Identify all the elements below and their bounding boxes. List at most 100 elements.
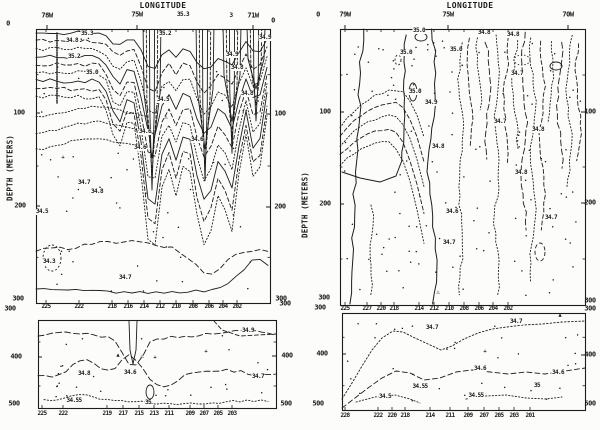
contour-label: 34.8 — [514, 169, 528, 176]
station-number: 216 — [123, 303, 133, 310]
station-number: 222 — [74, 303, 84, 310]
contour-label: 34.8 — [240, 90, 254, 97]
depth-tick-label: 100 — [584, 107, 596, 116]
depth-tick-label: 300 — [279, 299, 291, 308]
depth-tick-label: 300 — [584, 304, 596, 313]
contour-label: 34.7 — [425, 324, 439, 331]
station-number: 209 — [185, 410, 195, 417]
station-number: 205 — [494, 412, 504, 419]
depth-tick-label: 400 — [281, 351, 293, 360]
station-number: 211 — [445, 412, 455, 419]
right-section-lower-border — [341, 312, 587, 412]
station-number: 204 — [488, 305, 498, 312]
station-number: 206 — [204, 303, 214, 310]
depth-tick-label: 200 — [14, 201, 26, 210]
depth-tick-label: 300 — [4, 304, 16, 313]
station-number: 222 — [373, 412, 383, 419]
x-tick-label: 78W — [41, 11, 53, 20]
contour-label: 35.0 — [85, 69, 99, 76]
marker-symbol: + — [61, 154, 65, 161]
left-section-sample-dots — [40, 37, 269, 398]
contour-label: 34.7 — [442, 239, 456, 246]
depth-tick-label: 300 — [584, 296, 596, 305]
left-depth-axis-label: DEPTH (METERS) — [5, 134, 15, 202]
x-tick-label: 75W — [442, 10, 454, 19]
marker-symbol: ▲ — [558, 312, 562, 319]
x-tick-label: 79W — [339, 10, 351, 19]
left-section-lower-border — [37, 319, 278, 410]
right-section-upper-border — [339, 28, 587, 307]
station-number: 205 — [213, 410, 223, 417]
contour-label: 34.6 — [190, 136, 204, 143]
station-number: 208 — [459, 305, 469, 312]
contour-label: 34.6 — [445, 208, 459, 215]
contour-label: 34.8 — [431, 143, 445, 150]
depth-tick-label: 400 — [316, 349, 328, 358]
station-number: 213 — [149, 410, 159, 417]
depth-tick-label: 500 — [584, 399, 596, 408]
station-number: 212 — [429, 305, 439, 312]
right-plot-title: LONGITUDE — [446, 1, 494, 10]
station-number: 228 — [340, 412, 350, 419]
station-number: 218 — [107, 303, 117, 310]
contour-label: 34.9 — [424, 99, 438, 106]
contour-label: 35.3 — [80, 30, 94, 37]
contour-label: 34.6 — [551, 369, 565, 376]
station-number: 214 — [425, 412, 435, 419]
contour-label: 34.8 — [477, 29, 491, 36]
station-number: 201 — [525, 412, 535, 419]
depth-tick-label: 500 — [8, 399, 20, 408]
marker-symbol: △ — [164, 114, 168, 121]
contour-label: 35.0 — [399, 49, 413, 56]
contour-label: 35.3 — [176, 11, 190, 18]
station-number: 206 — [474, 305, 484, 312]
right-section-group — [339, 25, 587, 412]
station-number: 214 — [139, 303, 149, 310]
station-number: 209 — [463, 412, 473, 419]
depth-tick-label: 100 — [13, 108, 25, 117]
right-section-upper-contours — [339, 28, 582, 305]
contour-label: 35.2 — [67, 53, 81, 60]
contour-label: 34.7 — [251, 373, 265, 380]
marker-symbol: △ — [436, 289, 440, 296]
station-number: 222 — [58, 410, 68, 417]
contour-label: 34.6 — [123, 369, 137, 376]
contour-label: 34.55 — [411, 383, 428, 390]
marker-symbol: + — [483, 348, 487, 355]
contour-label: 34.3 — [42, 258, 56, 265]
station-number: 207 — [479, 412, 489, 419]
depth-tick-label: 500 — [280, 399, 292, 408]
contour-label: 34.8 — [77, 370, 91, 377]
contour-label: 34.8 — [531, 126, 545, 133]
station-number: 217 — [118, 410, 128, 417]
contour-label: 34.6 — [138, 128, 152, 135]
left-section-lower-contours — [37, 320, 277, 406]
right-depth-axis-label: DEPTH (METERS) — [300, 171, 310, 239]
depth-tick-label: 0 — [316, 10, 320, 19]
depth-tick-label: 200 — [274, 202, 286, 211]
contour-label: 34.7 — [510, 70, 524, 77]
marker-symbol: △ — [140, 353, 144, 360]
marker-symbol: ▲ — [116, 352, 120, 359]
depth-tick-label: 400 — [10, 352, 22, 361]
station-number: 208 — [188, 303, 198, 310]
station-number: 210 — [444, 305, 454, 312]
station-number: 204 — [218, 303, 228, 310]
contour-label: 3 — [228, 12, 233, 19]
station-number: 220 — [376, 305, 386, 312]
x-tick-label: 71W — [247, 11, 259, 20]
contour-label: 34.7 — [77, 179, 91, 186]
depth-tick-label: 500 — [312, 399, 324, 408]
station-number: 212 — [155, 303, 165, 310]
contour-label: 34.7 — [493, 118, 507, 125]
station-number: 207 — [199, 410, 209, 417]
station-number: 203 — [509, 412, 519, 419]
depth-tick-label: 0 — [271, 16, 275, 25]
contour-label: 34.8 — [506, 31, 520, 38]
contour-label: 34.9 — [258, 34, 272, 41]
contour-label: 34.5 — [156, 96, 170, 103]
x-tick-label: 70W — [562, 10, 574, 19]
contour-label: 34.5 — [35, 208, 49, 215]
